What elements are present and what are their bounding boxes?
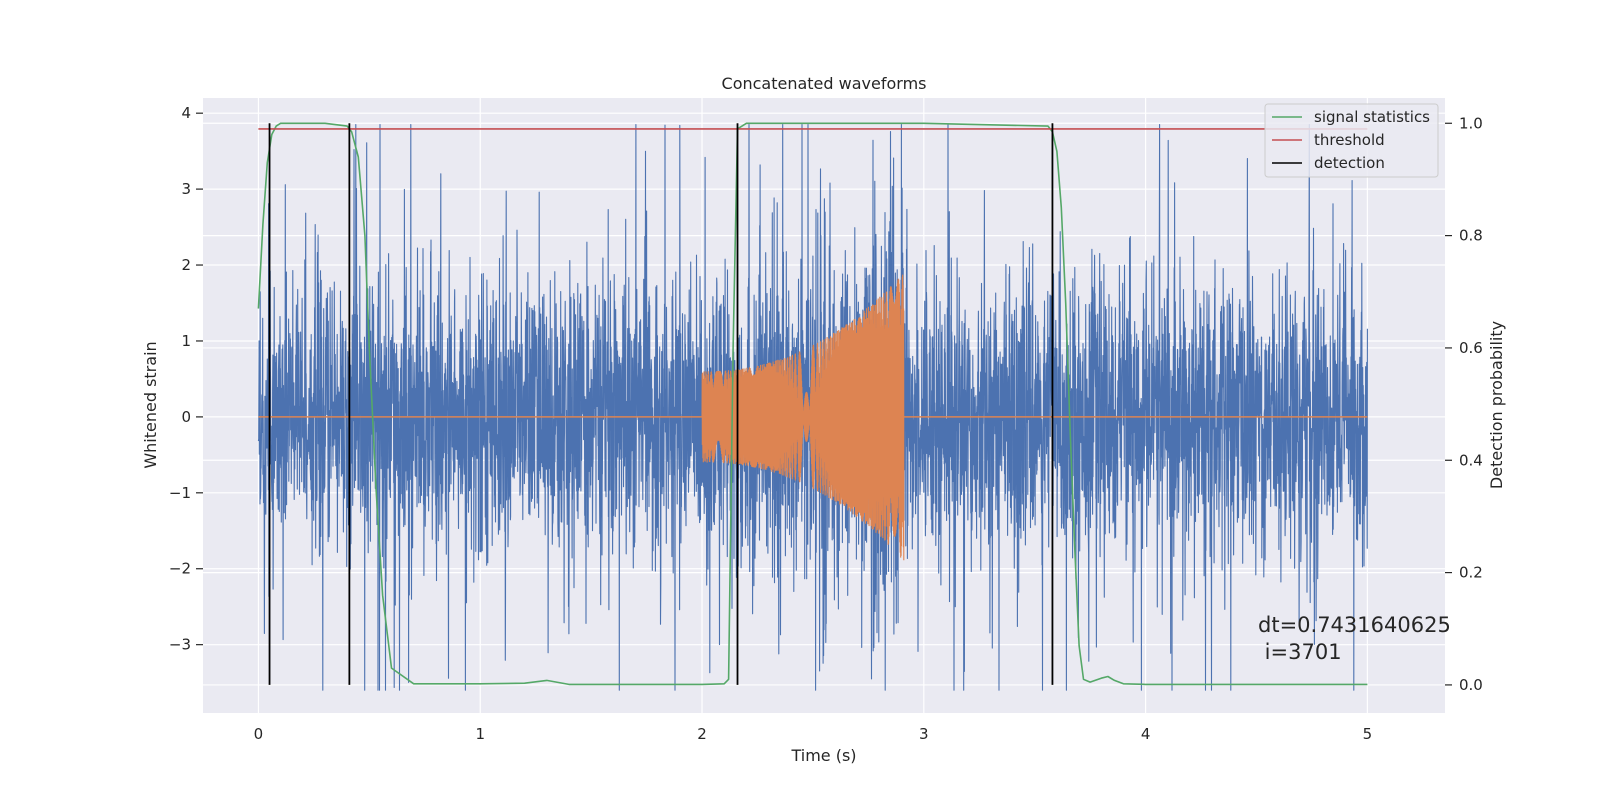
legend: signal statistics threshold detection	[1264, 103, 1439, 178]
y2-tick-label-3: 0.6	[1459, 339, 1483, 357]
y-tick-label-4: 1	[181, 332, 191, 350]
x-tick-label-1: 1	[475, 725, 485, 743]
y2-tick-label-2: 0.4	[1459, 451, 1483, 469]
injection-series	[258, 274, 1368, 561]
y-tick-label-2: −1	[169, 484, 191, 502]
y2-tick-label-0: 0.0	[1459, 676, 1483, 694]
legend-label-threshold: threshold	[1314, 131, 1385, 149]
x-tick-label-5: 5	[1363, 725, 1373, 743]
y-tick-label-6: 3	[181, 180, 191, 198]
signal-statistics-line	[257, 122, 1368, 686]
y2-tick-label-4: 0.8	[1459, 227, 1483, 245]
x-tick-label-2: 2	[697, 725, 707, 743]
x-axis-title: Time (s)	[790, 746, 856, 765]
annotation-dt: dt=0.7431640625	[1258, 613, 1451, 637]
x-tick-label-3: 3	[919, 725, 929, 743]
detection-lines	[268, 123, 1054, 685]
y-tick-label-5: 2	[181, 256, 191, 274]
y2-tick-label-1: 0.2	[1459, 564, 1483, 582]
legend-label-detection: detection	[1314, 154, 1385, 172]
y-tick-label-1: −2	[169, 560, 191, 578]
chart-title: Concatenated waveforms	[722, 74, 927, 93]
x-axis: 0 1 2 3 4 5	[254, 725, 1372, 743]
whitened-strain-line	[257, 124, 1368, 691]
y2-axis-title: Detection probability	[1487, 321, 1506, 489]
legend-label-signal-statistics: signal statistics	[1314, 108, 1430, 126]
y-tick-label-0: −3	[169, 636, 191, 654]
y-axis-right: 0.0 0.2 0.4 0.6 0.8 1.0	[1445, 114, 1483, 694]
x-tick-label-0: 0	[254, 725, 264, 743]
annotation-index: i=3701	[1258, 640, 1342, 664]
y-axis-left: −3 −2 −1 0 1 2 3 4	[169, 104, 203, 654]
strain-series	[257, 124, 1368, 691]
y-axis-title: Whitened strain	[141, 341, 160, 468]
y2-tick-label-5: 1.0	[1459, 114, 1483, 132]
detection-statistics	[257, 122, 1368, 686]
y-tick-label-7: 4	[181, 104, 191, 122]
injection-chirp-line	[701, 274, 905, 561]
x-tick-label-4: 4	[1141, 725, 1151, 743]
y-tick-label-3: 0	[181, 408, 191, 426]
legend-box	[1264, 103, 1439, 178]
